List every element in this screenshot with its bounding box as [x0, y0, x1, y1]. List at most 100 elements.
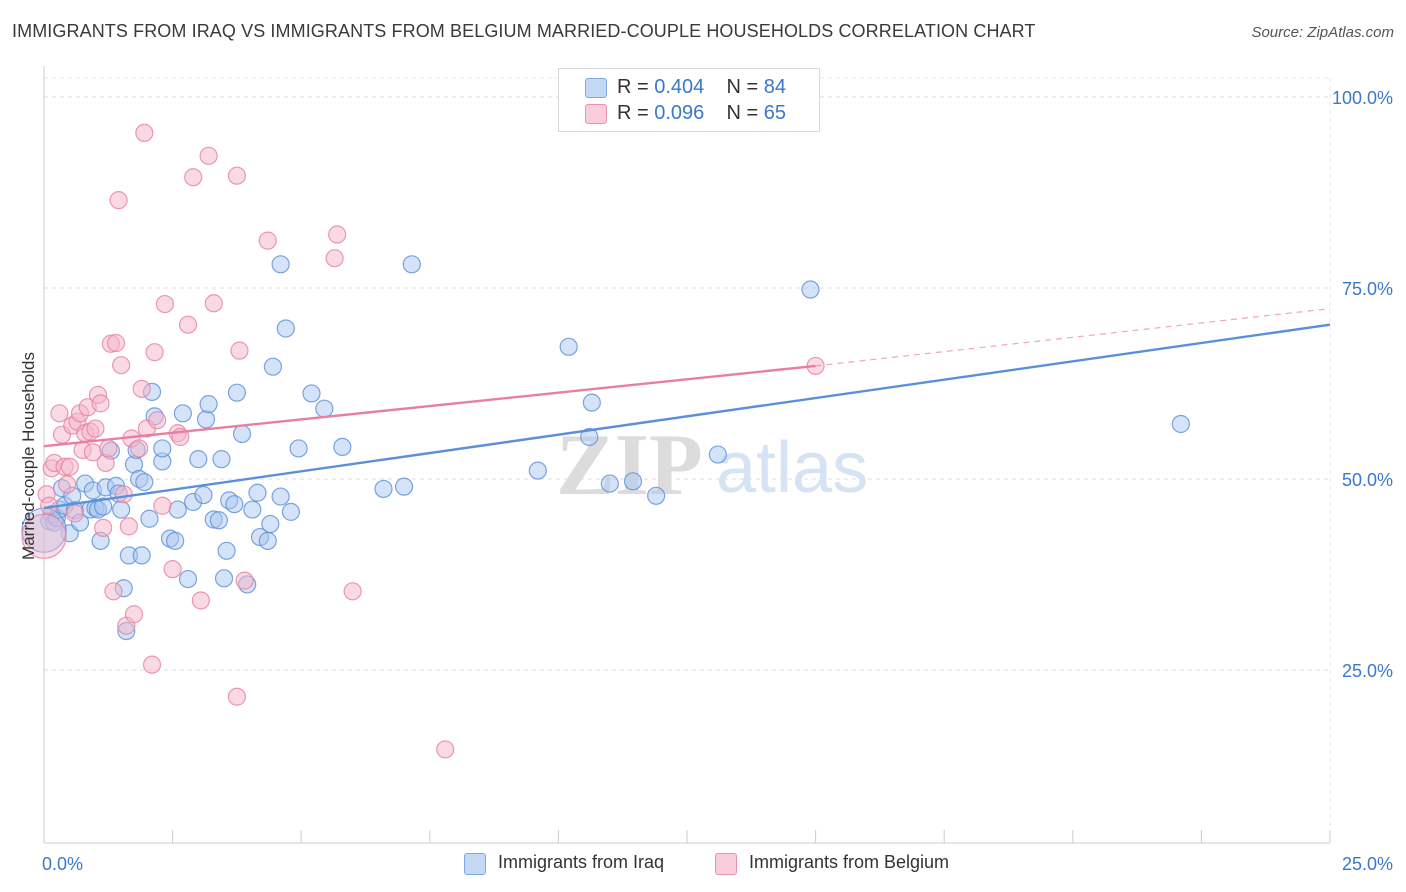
- data-point: [230, 341, 249, 360]
- data-point: [394, 477, 414, 496]
- data-point: [94, 497, 113, 516]
- data-point: [1171, 414, 1190, 434]
- data-point: [281, 502, 301, 521]
- data-point: [104, 582, 123, 601]
- data-point: [600, 474, 619, 493]
- legend-swatch-iraq: [464, 853, 486, 875]
- data-point: [261, 514, 280, 534]
- trend-line-extension: [815, 308, 1331, 367]
- data-point: [106, 333, 126, 353]
- y-tick-label: 25.0%: [1342, 661, 1393, 681]
- data-point: [168, 500, 187, 519]
- data-point: [302, 384, 321, 403]
- data-point: [58, 475, 77, 494]
- data-point: [60, 457, 79, 476]
- data-point: [647, 486, 666, 505]
- source-credit: Source: ZipAtlas.com: [1251, 24, 1394, 41]
- legend-r-label: R =: [617, 102, 655, 124]
- data-point: [374, 479, 393, 499]
- data-point: [163, 560, 182, 579]
- watermark: ZIP atlas: [556, 417, 868, 514]
- data-point: [153, 439, 172, 458]
- data-point: [528, 461, 547, 480]
- legend-n-value: 65: [763, 102, 787, 124]
- data-point: [173, 404, 192, 423]
- data-point: [315, 399, 334, 418]
- data-point: [124, 605, 144, 624]
- data-point: [155, 294, 174, 314]
- data-point: [153, 496, 172, 515]
- watermark-zip: ZIP: [556, 417, 703, 514]
- data-point: [708, 445, 727, 464]
- data-point: [194, 485, 213, 505]
- data-point: [217, 541, 236, 560]
- data-point: [119, 517, 138, 536]
- data-point: [21, 513, 67, 559]
- axes: [43, 66, 1331, 844]
- data-point: [130, 439, 149, 458]
- legend-n-label: N =: [726, 76, 764, 98]
- data-point: [148, 411, 167, 430]
- legend-swatch-iraq: [585, 78, 607, 98]
- data-point: [166, 531, 185, 550]
- data-point: [135, 472, 154, 492]
- data-point: [559, 337, 578, 356]
- legend-r-value: 0.404: [654, 76, 705, 98]
- data-point: [145, 343, 164, 362]
- data-point: [112, 500, 131, 519]
- data-point: [801, 280, 820, 299]
- data-point: [402, 255, 421, 274]
- legend-swatch-belgium: [715, 853, 737, 875]
- data-point: [271, 487, 290, 506]
- data-point: [184, 168, 203, 187]
- trend-line: [43, 364, 816, 448]
- data-point: [343, 582, 362, 601]
- data-point: [333, 437, 352, 457]
- legend-label-belgium: Immigrants from Belgium: [749, 852, 950, 872]
- series-belgium-points: [21, 123, 825, 759]
- data-point: [178, 569, 198, 589]
- legend-n-value: 84: [763, 76, 787, 98]
- data-point: [276, 319, 295, 338]
- data-point: [94, 518, 113, 537]
- data-point: [199, 146, 218, 165]
- x-tick-label: 25.0%: [1342, 854, 1393, 874]
- data-point: [109, 191, 128, 210]
- data-point: [86, 419, 105, 438]
- data-point: [582, 393, 601, 412]
- y-tick-label: 100.0%: [1332, 88, 1393, 108]
- data-point: [112, 356, 131, 375]
- data-point: [114, 485, 133, 504]
- data-point: [436, 740, 455, 759]
- data-point: [235, 571, 254, 590]
- data-point: [142, 655, 162, 674]
- trend-lines: [43, 308, 1331, 510]
- data-point: [196, 410, 216, 429]
- data-point: [227, 383, 246, 402]
- data-point: [225, 495, 244, 514]
- data-point: [209, 511, 228, 530]
- data-point: [214, 569, 234, 588]
- chart-title: IMMIGRANTS FROM IRAQ VS IMMIGRANTS FROM …: [12, 21, 1036, 41]
- data-point: [212, 450, 231, 469]
- data-point: [271, 255, 290, 274]
- data-point: [132, 379, 151, 398]
- y-tick-label: 50.0%: [1342, 470, 1393, 490]
- data-point: [325, 249, 344, 268]
- trend-line: [43, 323, 1331, 510]
- data-point: [189, 450, 208, 469]
- tick-labels: 100.0% 75.0% 50.0% 25.0% 0.0% 25.0% Married-co…: [19, 88, 1393, 874]
- data-point: [227, 687, 246, 706]
- data-point: [580, 427, 599, 447]
- data-point: [623, 472, 643, 491]
- legend-r-label: R =: [617, 76, 655, 98]
- x-tick-label: 0.0%: [42, 854, 83, 874]
- data-point: [328, 225, 347, 244]
- data-point: [227, 166, 246, 185]
- data-point: [248, 483, 267, 502]
- data-point: [65, 504, 84, 523]
- data-point: [258, 531, 277, 550]
- data-point: [243, 500, 262, 519]
- data-point: [263, 357, 283, 376]
